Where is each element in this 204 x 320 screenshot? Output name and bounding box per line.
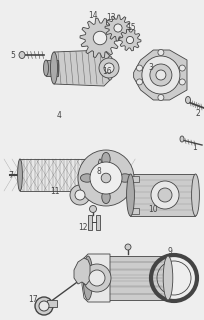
Bar [88, 256, 167, 300]
Bar [47, 300, 57, 307]
Circle shape [136, 79, 142, 85]
Text: 16: 16 [102, 68, 111, 76]
Ellipse shape [185, 97, 190, 103]
Polygon shape [74, 258, 90, 285]
Ellipse shape [97, 159, 102, 191]
Circle shape [157, 188, 171, 202]
Circle shape [150, 181, 178, 209]
Ellipse shape [80, 174, 93, 182]
Circle shape [126, 36, 133, 44]
Ellipse shape [101, 152, 110, 166]
Bar [20, 159, 100, 191]
Text: 14: 14 [88, 11, 97, 20]
Circle shape [113, 24, 121, 32]
Text: 1: 1 [191, 143, 196, 153]
Ellipse shape [43, 60, 48, 76]
Ellipse shape [19, 52, 25, 59]
Text: 11: 11 [50, 187, 60, 196]
Bar [46, 60, 58, 76]
Ellipse shape [126, 174, 134, 216]
Circle shape [35, 297, 53, 315]
Ellipse shape [118, 174, 131, 182]
Circle shape [39, 301, 49, 311]
Circle shape [149, 64, 171, 86]
Text: 2: 2 [194, 108, 199, 117]
Text: 10: 10 [147, 205, 157, 214]
Ellipse shape [162, 256, 172, 300]
Circle shape [136, 65, 142, 71]
Circle shape [89, 270, 104, 286]
Text: 17: 17 [28, 295, 38, 305]
Circle shape [90, 162, 121, 194]
Polygon shape [118, 29, 140, 51]
Text: 12: 12 [78, 223, 87, 233]
Circle shape [70, 185, 90, 205]
Polygon shape [54, 50, 110, 86]
Circle shape [83, 264, 110, 292]
Circle shape [75, 190, 85, 200]
Ellipse shape [18, 159, 22, 191]
Bar [130, 176, 138, 182]
Circle shape [101, 173, 110, 183]
Circle shape [99, 58, 118, 78]
Polygon shape [88, 215, 100, 230]
Circle shape [157, 50, 163, 55]
Ellipse shape [191, 174, 198, 216]
Polygon shape [104, 15, 130, 41]
Polygon shape [133, 50, 186, 100]
Circle shape [178, 79, 184, 85]
Polygon shape [80, 18, 119, 58]
Circle shape [178, 65, 184, 71]
Polygon shape [82, 254, 110, 302]
Text: 8: 8 [96, 166, 101, 175]
Bar [130, 208, 138, 214]
Ellipse shape [179, 136, 183, 142]
Circle shape [157, 94, 163, 100]
Bar [130, 174, 195, 216]
Text: 4: 4 [57, 110, 62, 119]
Circle shape [93, 31, 106, 45]
Ellipse shape [50, 52, 57, 84]
Circle shape [141, 56, 179, 94]
Text: 5: 5 [10, 52, 15, 60]
Circle shape [124, 244, 130, 250]
Text: 3: 3 [147, 63, 152, 73]
Ellipse shape [83, 256, 92, 300]
Circle shape [78, 150, 133, 206]
Ellipse shape [106, 56, 113, 80]
Text: 15: 15 [125, 23, 135, 33]
Circle shape [103, 63, 113, 73]
Text: 13: 13 [105, 13, 115, 22]
Text: 9: 9 [167, 247, 172, 257]
Text: 7: 7 [8, 171, 13, 180]
Circle shape [89, 205, 96, 212]
Circle shape [155, 70, 165, 80]
Ellipse shape [101, 190, 110, 204]
